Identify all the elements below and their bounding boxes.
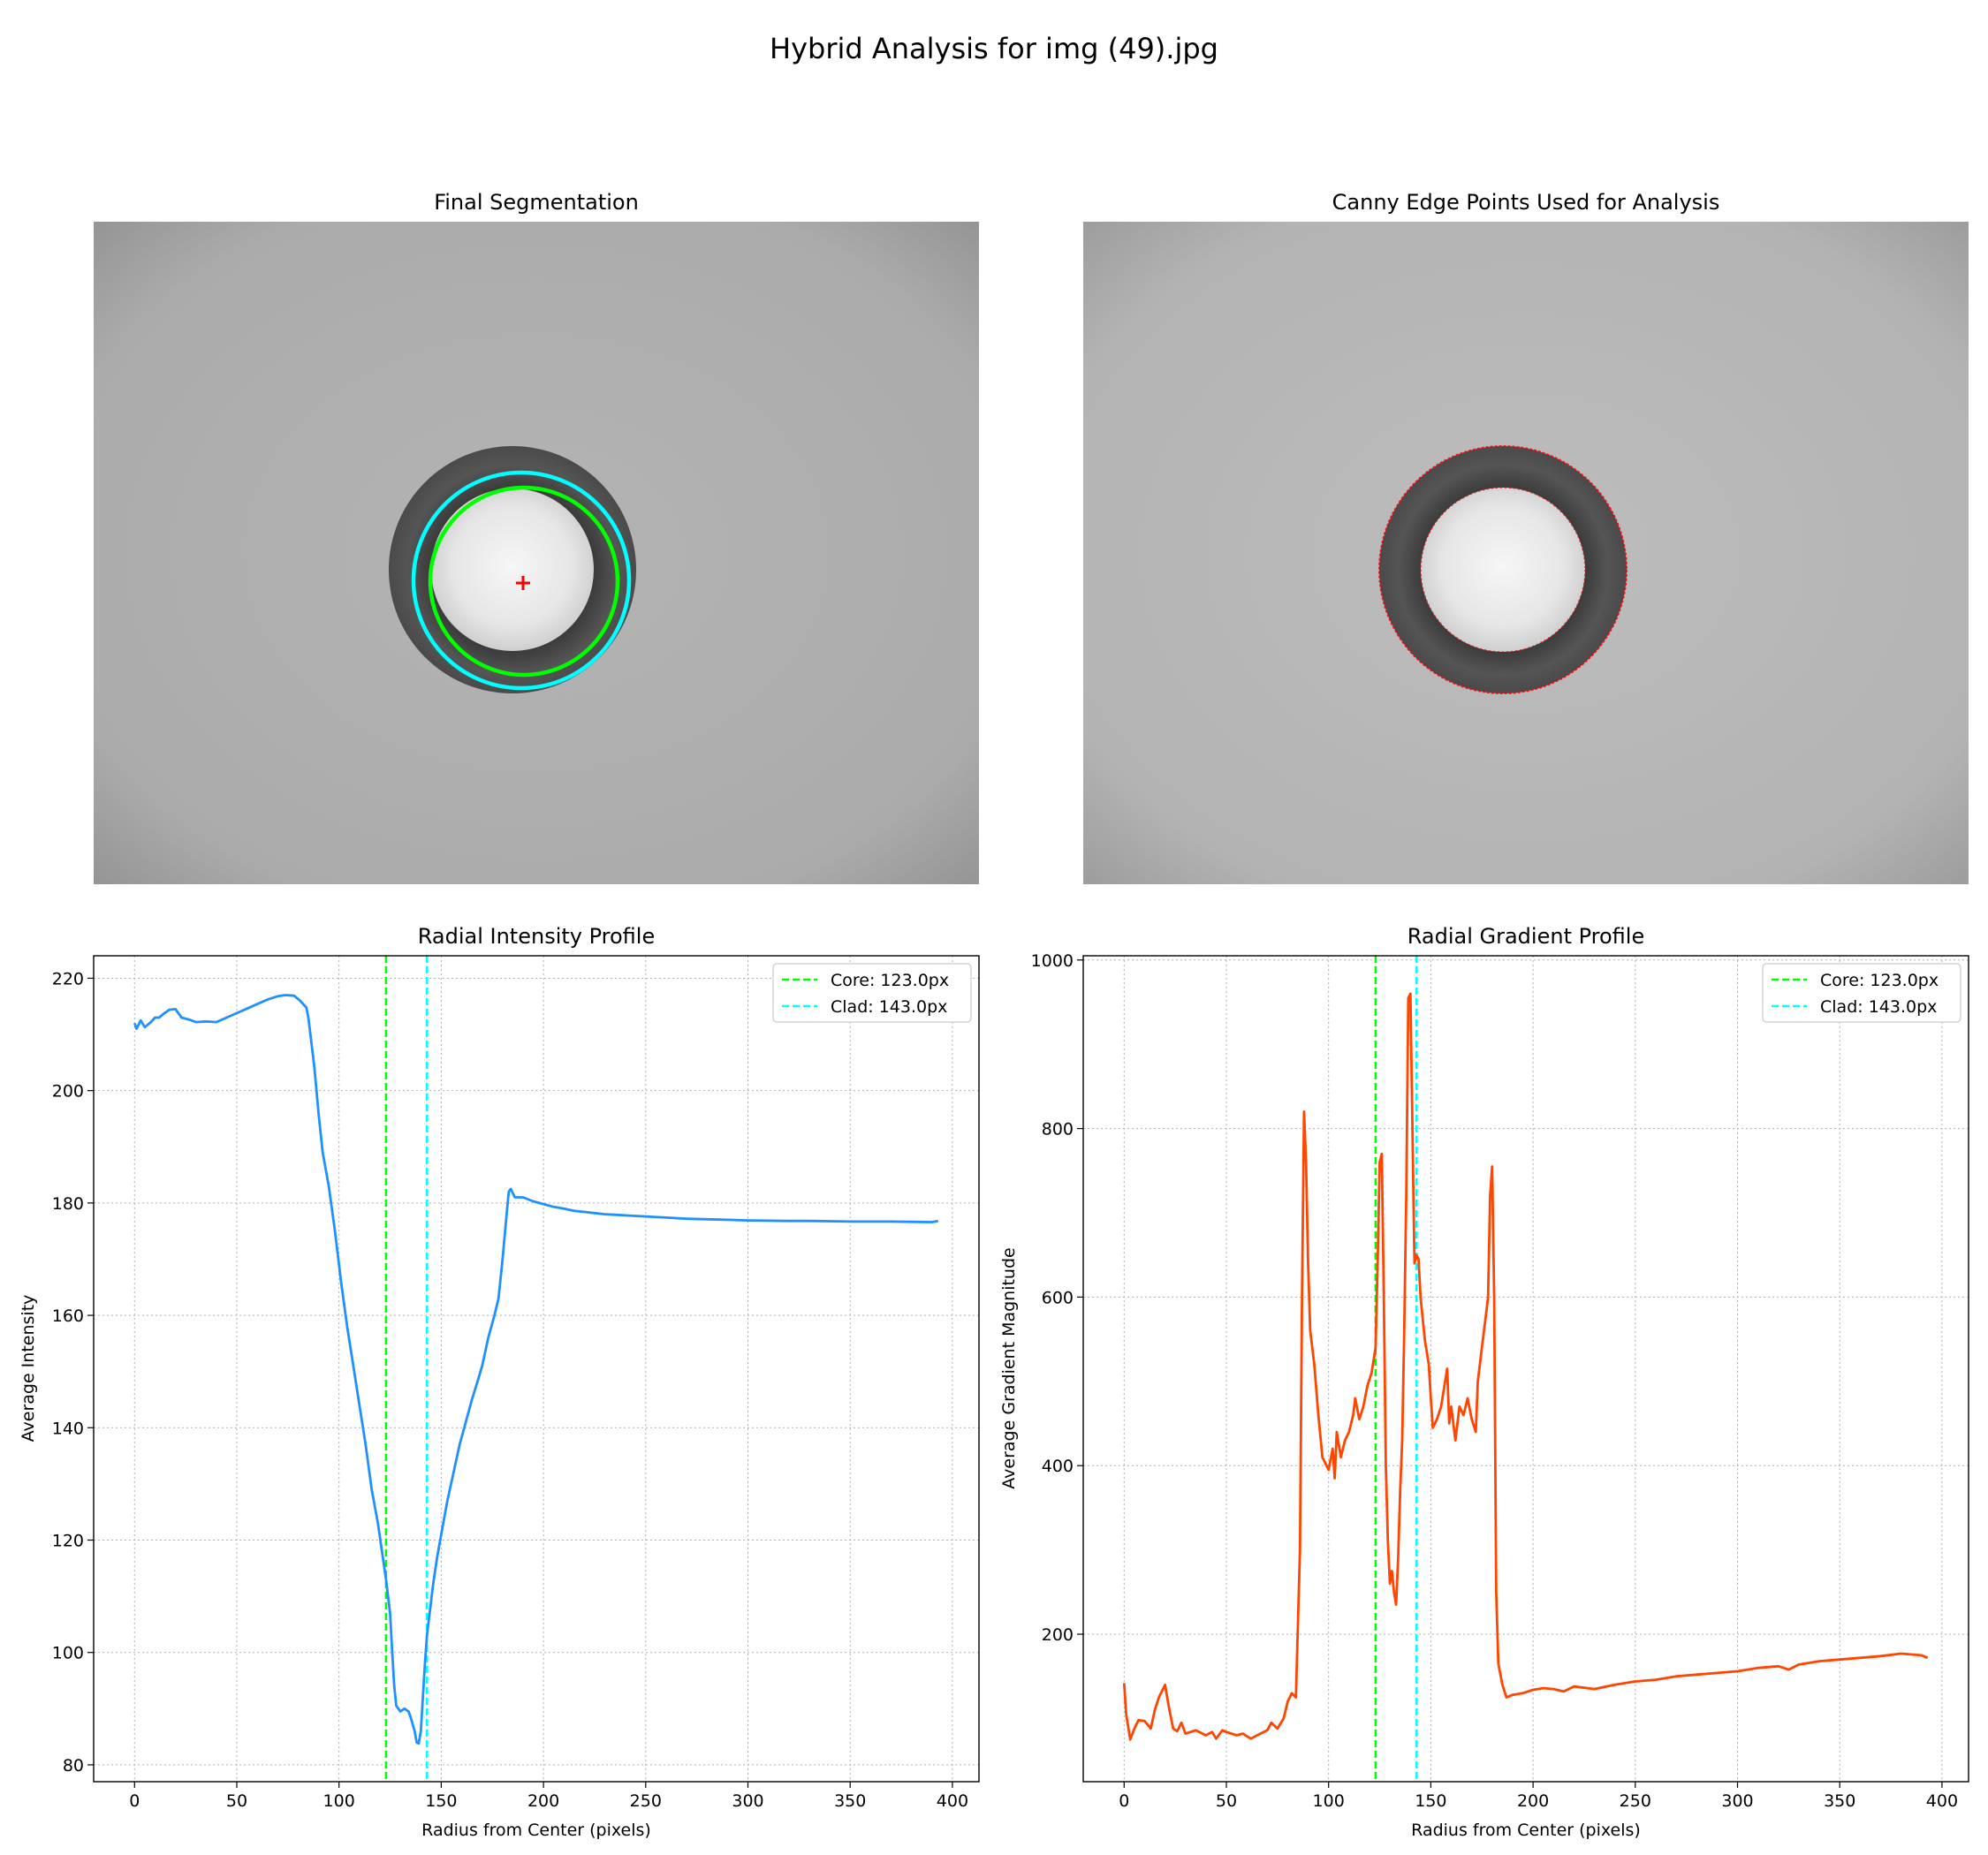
- intensity-ylabel: Average Intensity: [19, 1295, 38, 1442]
- gradient-ytick-label: 800: [1042, 1120, 1074, 1140]
- edges-title: Canny Edge Points Used for Analysis: [1332, 190, 1720, 215]
- gradient-legend-box: [1762, 963, 1961, 1023]
- gradient-ticks: 0 50 100 150 200 250 300 350 400 200 400 600 800 1000: [1031, 951, 1958, 1811]
- intensity-ytick-label: 100: [52, 1644, 84, 1663]
- intensity-ytick-label: 160: [52, 1306, 84, 1326]
- clad-fit-circle: [411, 470, 632, 691]
- intensity-xtick-label: 350: [834, 1791, 866, 1811]
- gradient-line: [1122, 992, 1929, 1741]
- intensity-xtick-label: 150: [425, 1791, 457, 1811]
- intensity-legend: Core: 123.0px Clad: 143.0px: [772, 963, 972, 1023]
- intensity-ytick-label: 200: [52, 1082, 84, 1102]
- gradient-vlines: [1374, 956, 1418, 1782]
- gradient-xlabel: Radius from Center (pixels): [1411, 1821, 1641, 1840]
- gradient-legend-clad: Clad: 143.0px: [1820, 997, 1937, 1017]
- intensity-ytick-label: 220: [52, 969, 84, 988]
- intensity-ytick-label: 80: [63, 1756, 84, 1776]
- gradient-legend: Core: 123.0px Clad: 143.0px: [1762, 963, 1961, 1023]
- gradient-xtick-label: 250: [1620, 1791, 1651, 1811]
- gradient-xtick-label: 0: [1119, 1791, 1129, 1811]
- core-region: [431, 488, 594, 651]
- intensity-xtick-label: 400: [937, 1791, 968, 1811]
- center-marker: [516, 576, 530, 590]
- intensity-line: [133, 994, 938, 1745]
- intensity-xtick-label: 200: [527, 1791, 559, 1811]
- intensity-grid: [94, 956, 979, 1782]
- intensity-xtick-label: 0: [129, 1791, 140, 1811]
- gradient-ytick-label: 600: [1042, 1288, 1074, 1307]
- gradient-chart: Radial Gradient Profile 0 50 100 150 200 250 3…: [999, 924, 1969, 1840]
- intensity-legend-box: [772, 963, 972, 1023]
- edges-panel: Canny Edge Points Used for Analysis: [1083, 190, 1969, 884]
- intensity-xtick-label: 50: [226, 1791, 247, 1811]
- gradient-ytick-label: 1000: [1031, 951, 1074, 971]
- gradient-ylabel: Average Gradient Magnitude: [999, 1247, 1019, 1488]
- segmentation-title: Final Segmentation: [434, 190, 639, 215]
- figure-title: Hybrid Analysis for img (49).jpg: [770, 32, 1218, 65]
- gradient-grid: [1083, 956, 1969, 1782]
- gradient-legend-core: Core: 123.0px: [1820, 971, 1939, 990]
- gradient-xtick-label: 200: [1517, 1791, 1549, 1811]
- gradient-xtick-label: 300: [1721, 1791, 1753, 1811]
- intensity-xtick-label: 100: [323, 1791, 355, 1811]
- gradient-xtick-label: 50: [1216, 1791, 1237, 1811]
- gradient-xtick-label: 100: [1313, 1791, 1345, 1811]
- intensity-ytick-label: 120: [52, 1531, 84, 1550]
- intensity-xtick-label: 250: [630, 1791, 662, 1811]
- gradient-ytick-label: 200: [1042, 1625, 1074, 1645]
- intensity-legend-core: Core: 123.0px: [831, 971, 949, 990]
- intensity-legend-clad: Clad: 143.0px: [831, 997, 947, 1017]
- intensity-axes-frame: [93, 955, 980, 1783]
- gradient-ytick-label: 400: [1042, 1457, 1074, 1476]
- intensity-title: Radial Intensity Profile: [418, 924, 655, 949]
- segmentation-panel: Final Segmentation: [94, 190, 979, 884]
- gradient-axes-frame: [1082, 955, 1969, 1783]
- gradient-title: Radial Gradient Profile: [1408, 924, 1644, 949]
- core-fit-circle: [428, 485, 620, 678]
- intensity-xtick-label: 300: [732, 1791, 763, 1811]
- edges-core-region: [1421, 488, 1585, 652]
- edge-points-clad: [1378, 445, 1628, 694]
- intensity-ytick-label: 180: [52, 1194, 84, 1214]
- gradient-xtick-label: 150: [1415, 1791, 1446, 1811]
- edge-points-core: [1420, 487, 1586, 653]
- intensity-ytick-label: 140: [52, 1419, 84, 1438]
- gradient-xtick-label: 350: [1824, 1791, 1855, 1811]
- intensity-ticks: 0 50 100 150 200 250 300 350 400 80 100 120 140 160 18…: [52, 969, 968, 1811]
- intensity-xlabel: Radius from Center (pixels): [421, 1821, 651, 1840]
- gradient-xtick-label: 400: [1926, 1791, 1958, 1811]
- intensity-chart: Radial Intensity Profile 0 50 100 150 200 250…: [19, 924, 980, 1840]
